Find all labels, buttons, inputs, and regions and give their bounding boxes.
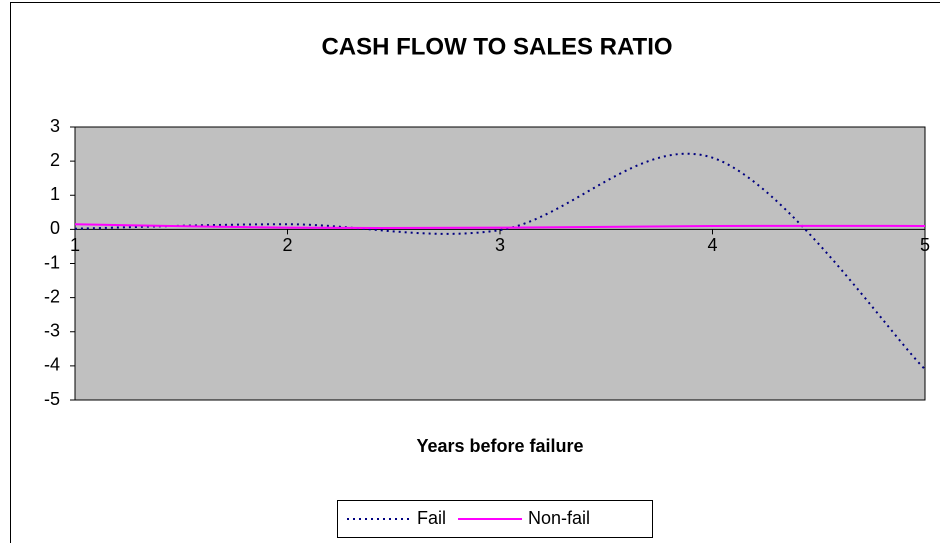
legend-label: Fail <box>417 508 446 528</box>
y-tick-label: 3 <box>50 116 60 136</box>
legend-label: Non-fail <box>528 508 590 528</box>
x-tick-label: 3 <box>495 235 505 255</box>
y-tick-label: 0 <box>50 218 60 238</box>
chart-title: CASH FLOW TO SALES RATIO <box>321 33 672 60</box>
y-tick-label: -5 <box>44 389 60 409</box>
x-tick-label: 4 <box>707 235 717 255</box>
x-axis-title: Years before failure <box>416 436 583 456</box>
y-tick-label: -1 <box>44 252 60 272</box>
x-tick-label: 5 <box>920 235 930 255</box>
x-tick-label: 1 <box>70 235 80 255</box>
x-tick-label: 2 <box>282 235 292 255</box>
y-tick-label: 1 <box>50 184 60 204</box>
series-line <box>74 223 926 229</box>
y-tick-label: -2 <box>44 286 60 306</box>
y-tick-label: -3 <box>44 321 60 341</box>
y-tick-label: -4 <box>44 355 60 375</box>
plot-area <box>74 126 926 401</box>
y-tick-label: 2 <box>50 150 60 170</box>
